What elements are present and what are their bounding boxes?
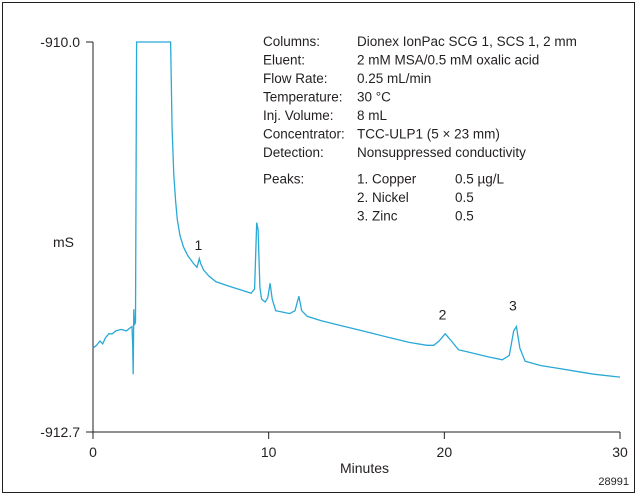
series-line-chromatogram [92, 41, 621, 378]
ticks: 0 10 20 30 -910.0 -912.7 [40, 34, 628, 460]
y-axis-label: mS [53, 234, 74, 250]
peak-label-1: 1 [195, 237, 203, 253]
condition-value-0: Dionex IonPac SCG 1, SCS 1, 2 mm [357, 34, 577, 49]
axes [92, 42, 620, 433]
figure-id: 28991 [598, 476, 629, 488]
condition-label-0: Columns: [263, 34, 320, 49]
peak-name-3: 3. Zinc [357, 209, 398, 224]
condition-value-5: TCC-ULP1 (5 × 23 mm) [357, 127, 500, 142]
conditions-block: Columns: Dionex IonPac SCG 1, SCS 1, 2 mm… [263, 34, 577, 224]
x-axis-label: Minutes [340, 460, 389, 476]
condition-label-4: Inj. Volume: [263, 108, 334, 123]
x-tick-label-3: 30 [612, 444, 628, 460]
peak-label-3: 3 [509, 298, 517, 314]
x-tick-label-0: 0 [89, 444, 97, 460]
condition-value-4: 8 mL [357, 108, 388, 123]
condition-value-3: 30 °C [357, 90, 391, 105]
condition-value-2: 0.25 mL/min [357, 71, 431, 86]
peak-name-1: 1. Copper [357, 172, 417, 187]
condition-label-1: Eluent: [263, 53, 305, 68]
peak-annotations: 1 2 3 [195, 237, 517, 322]
condition-label-2: Flow Rate: [263, 71, 328, 86]
y-tick-label-0: -910.0 [40, 34, 80, 50]
condition-value-6: Nonsuppressed conductivity [357, 145, 526, 160]
peak-label-2: 2 [439, 306, 447, 322]
peak-amount-2: 0.5 [455, 190, 474, 205]
peak-amount-3: 0.5 [455, 209, 474, 224]
condition-label-3: Temperature: [263, 90, 343, 105]
y-tick-label-1: -912.7 [40, 424, 80, 440]
x-tick-label-2: 20 [437, 444, 453, 460]
peak-amount-1: 0.5 µg/L [455, 172, 505, 187]
peak-name-2: 2. Nickel [357, 190, 409, 205]
condition-label-5: Concentrator: [263, 127, 345, 142]
peaks-label: Peaks: [263, 172, 304, 187]
chart-frame [2, 2, 635, 493]
condition-value-1: 2 mM MSA/0.5 mM oxalic acid [357, 53, 539, 68]
x-tick-label-1: 10 [261, 444, 277, 460]
condition-label-6: Detection: [263, 145, 324, 160]
